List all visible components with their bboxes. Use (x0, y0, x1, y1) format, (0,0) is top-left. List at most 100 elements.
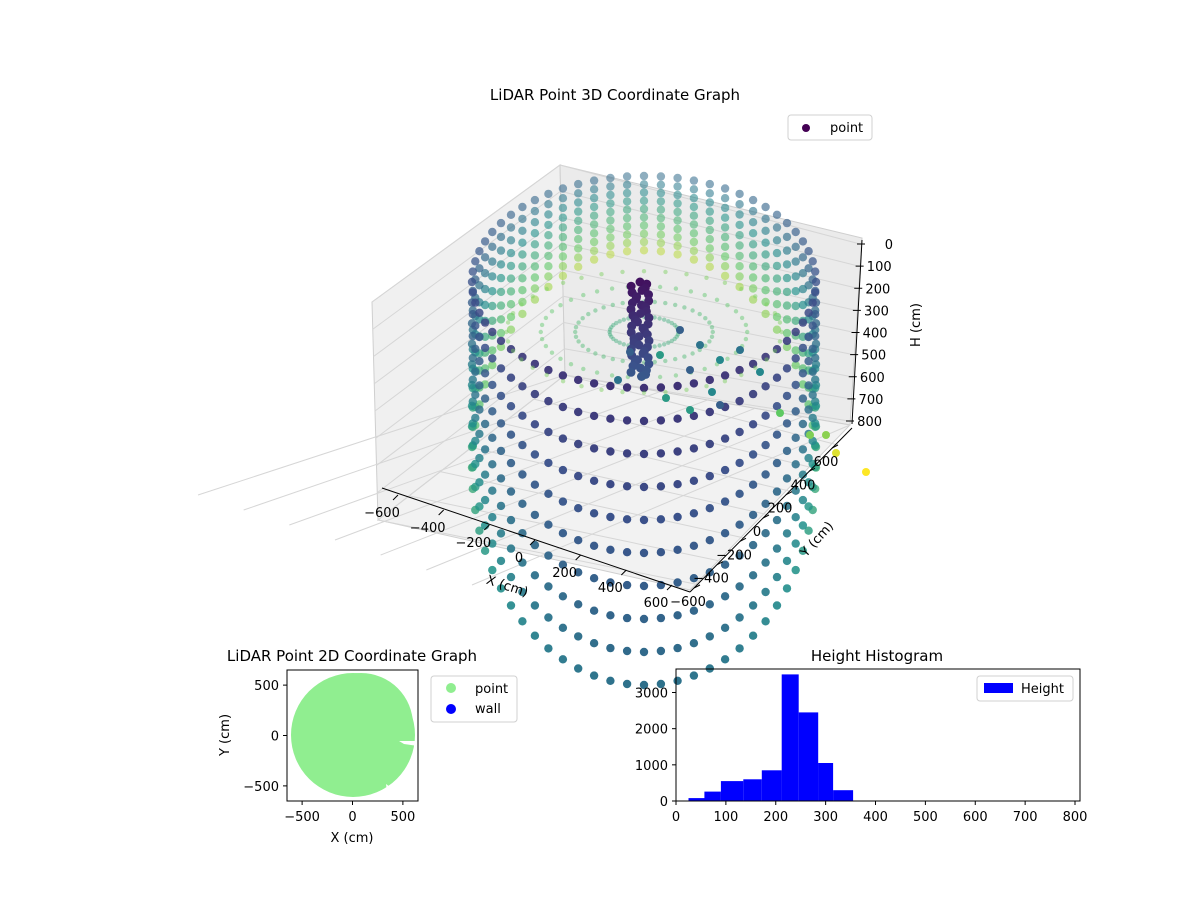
point-3d (722, 280, 728, 285)
point-3d (471, 390, 480, 399)
point-3d (772, 261, 782, 271)
point-3d (708, 388, 716, 396)
histogram-bars (688, 674, 854, 801)
point-3d (488, 327, 497, 337)
point-3d (606, 216, 615, 225)
point-3d (772, 311, 778, 316)
point-3d (720, 223, 730, 232)
point-3d (611, 336, 616, 342)
point-3d (656, 482, 666, 491)
point-3d (589, 379, 599, 388)
point-3d (530, 273, 540, 282)
point-3d (808, 298, 817, 307)
point-3d (689, 476, 699, 485)
point-3d (639, 246, 649, 255)
x-tick-label-3d: −200 (455, 536, 491, 551)
y-tick-label-2d: 500 (254, 679, 279, 694)
point-3d (705, 504, 714, 513)
point-3d (782, 342, 792, 352)
z-tick-label-3d: 800 (857, 415, 882, 430)
point-3d (574, 407, 583, 417)
point-3d (573, 325, 579, 330)
point-3d (808, 413, 817, 423)
point-3d (606, 447, 615, 456)
point-3d (606, 199, 615, 208)
point-3d (506, 345, 516, 354)
point-3d (707, 339, 712, 344)
point-3d (791, 316, 800, 325)
point-3d (519, 357, 524, 362)
point-3d (791, 287, 800, 296)
point-3d (772, 274, 782, 283)
point-3d (626, 367, 636, 377)
point-3d (496, 287, 506, 297)
point-3d (589, 202, 599, 212)
point-3d (558, 497, 568, 506)
point-3d (735, 582, 744, 591)
z-ticks-3d: 0 100 200 300 400 500 600 700 800 (846, 238, 893, 430)
point-3d (776, 409, 784, 417)
point-3d (798, 470, 808, 479)
point-3d (656, 449, 666, 458)
point-3d (689, 193, 699, 203)
point-3d (782, 419, 792, 428)
point-3d (804, 247, 813, 256)
histogram-bar (743, 779, 762, 801)
point-3d (609, 334, 614, 339)
point-3d (673, 578, 682, 587)
point-3d (804, 478, 813, 487)
point-3d (576, 320, 581, 325)
point-3d (666, 340, 671, 345)
point-3d (488, 287, 497, 296)
point-3d (672, 336, 677, 342)
point-3d (720, 623, 730, 632)
point-3d (782, 328, 792, 338)
point-3d (475, 381, 484, 390)
point-3d (467, 360, 477, 369)
point-3d (568, 297, 574, 302)
point-3d (614, 376, 622, 384)
point-3d (782, 391, 792, 401)
point-3d (468, 267, 477, 276)
point-3d (518, 309, 527, 319)
point-3d (530, 631, 540, 640)
point-3d (488, 301, 497, 311)
point-3d (725, 356, 730, 361)
histogram-bar (781, 674, 799, 801)
z-tick-label-3d: 100 (867, 260, 892, 275)
legend-histogram-label: Height (1021, 682, 1064, 697)
point-3d (589, 639, 599, 648)
legend-3d-label-point: point (830, 121, 863, 136)
point-3d (652, 359, 657, 365)
point-3d (468, 353, 477, 363)
x-tick-label-histogram: 500 (913, 810, 938, 825)
y-tick-label-3d: 600 (814, 455, 839, 470)
point-3d (518, 274, 527, 283)
histogram-bar (761, 770, 782, 801)
point-3d (506, 325, 516, 334)
point-3d (656, 197, 666, 206)
point-3d (574, 600, 583, 609)
point-3d (811, 375, 820, 384)
point-3d (782, 218, 792, 228)
point-3d (673, 233, 682, 242)
point-3d (544, 251, 553, 261)
point-3d (791, 565, 800, 575)
point-3d (720, 592, 730, 601)
point-3d (544, 365, 553, 375)
point-3d (488, 513, 497, 522)
point-3d (480, 419, 490, 429)
point-3d (506, 274, 516, 283)
point-3d (703, 316, 708, 321)
point-3d (610, 356, 615, 362)
point-3d (622, 613, 632, 623)
point-3d (574, 262, 583, 271)
point-3d (530, 251, 540, 260)
point-3d (589, 193, 599, 203)
point-3d (791, 539, 800, 548)
point-3d (579, 384, 584, 389)
point-3d (761, 226, 770, 235)
point-3d (599, 272, 604, 277)
point-3d (720, 242, 730, 251)
